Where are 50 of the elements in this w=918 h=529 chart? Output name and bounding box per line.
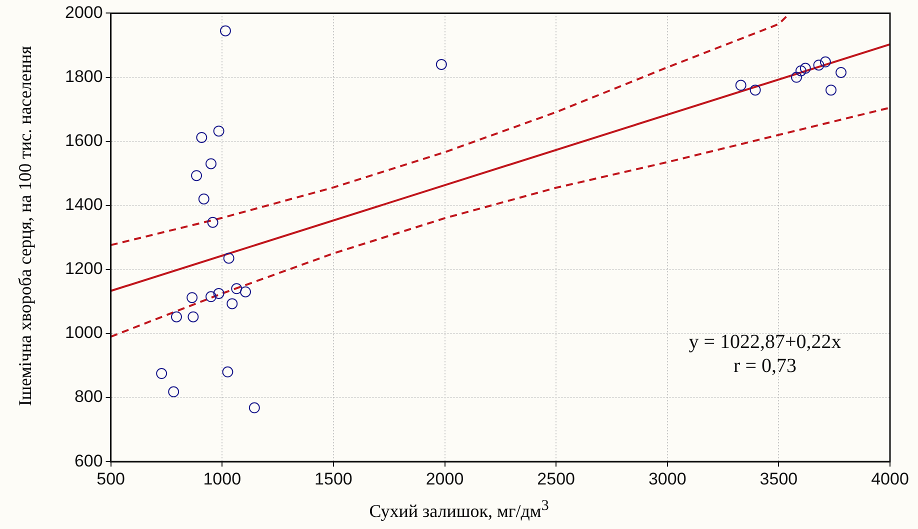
point	[248, 402, 260, 414]
point	[196, 132, 208, 143]
point	[820, 56, 831, 68]
y-tick-label: 1000	[64, 323, 103, 342]
point	[795, 65, 806, 76]
point	[800, 62, 811, 74]
point	[226, 298, 238, 310]
point	[240, 286, 252, 298]
point	[826, 84, 837, 96]
x-tick-label: 2500	[537, 469, 575, 488]
point	[213, 126, 224, 137]
point	[223, 252, 234, 264]
x-tick-label: 3500	[760, 469, 798, 488]
point	[213, 288, 224, 299]
point	[436, 58, 447, 70]
point	[735, 80, 746, 91]
point	[231, 283, 242, 294]
point	[836, 66, 847, 78]
y-tick-label: 800	[74, 387, 103, 406]
y-tick-label: 1400	[64, 195, 103, 214]
x-tick-label: 1500	[314, 469, 352, 488]
point	[191, 170, 202, 182]
point	[222, 366, 234, 378]
y-tick-label: 1800	[64, 66, 103, 86]
x-tick-label: 1000	[203, 469, 242, 488]
x-axis-title: Сухий залишок, мг/дм$^{3}$	[368, 498, 550, 522]
x-tick-label: 500	[96, 469, 126, 488]
x-tick-label: 3000	[648, 469, 686, 488]
point	[156, 368, 168, 380]
y-axis-title: Ішемічна хвороба серця, на 100 тис. населення	[14, 45, 36, 408]
point	[198, 193, 210, 204]
point	[206, 291, 216, 302]
x-tick-label: 4000	[871, 469, 909, 488]
y-tick-label: 1200	[64, 259, 103, 278]
point	[220, 25, 231, 36]
point	[186, 292, 198, 304]
point	[750, 84, 761, 96]
annotation: r = 0,73	[734, 355, 796, 378]
point	[168, 386, 180, 398]
point	[207, 216, 218, 228]
y-tick-label: 2000	[64, 2, 103, 22]
point	[813, 60, 824, 71]
point	[791, 72, 802, 83]
x-tick-label: 2000	[426, 469, 464, 488]
y-tick-label: 600	[74, 451, 103, 470]
annotation: y = 1022,87+0,22x	[688, 331, 842, 354]
y-tick-label: 1600	[64, 131, 103, 150]
point	[188, 311, 199, 322]
point	[206, 158, 216, 170]
point	[170, 311, 182, 322]
